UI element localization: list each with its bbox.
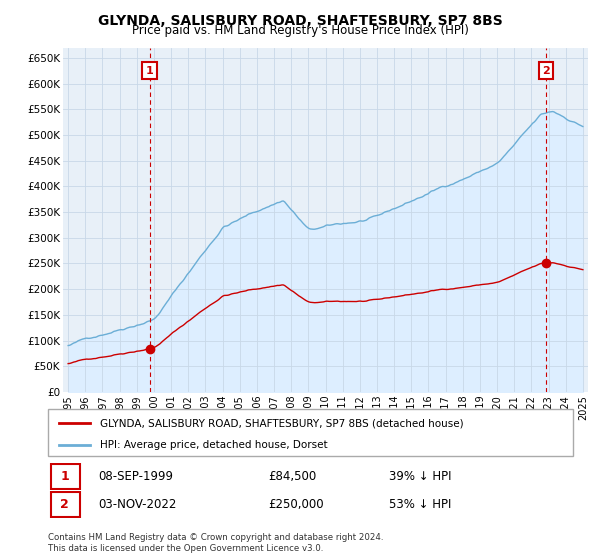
Text: GLYNDA, SALISBURY ROAD, SHAFTESBURY, SP7 8BS: GLYNDA, SALISBURY ROAD, SHAFTESBURY, SP7… (98, 14, 502, 28)
Text: GLYNDA, SALISBURY ROAD, SHAFTESBURY, SP7 8BS (detached house): GLYNDA, SALISBURY ROAD, SHAFTESBURY, SP7… (101, 418, 464, 428)
Text: 08-SEP-1999: 08-SEP-1999 (98, 470, 173, 483)
Text: £250,000: £250,000 (269, 498, 324, 511)
Text: £84,500: £84,500 (269, 470, 317, 483)
Text: Price paid vs. HM Land Registry's House Price Index (HPI): Price paid vs. HM Land Registry's House … (131, 24, 469, 36)
Text: 53% ↓ HPI: 53% ↓ HPI (389, 498, 452, 511)
Text: 1: 1 (146, 66, 154, 76)
Text: 1: 1 (61, 470, 69, 483)
FancyBboxPatch shape (50, 492, 79, 517)
Text: HPI: Average price, detached house, Dorset: HPI: Average price, detached house, Dors… (101, 440, 328, 450)
Text: 2: 2 (61, 498, 69, 511)
Text: 03-NOV-2022: 03-NOV-2022 (98, 498, 176, 511)
Text: Contains HM Land Registry data © Crown copyright and database right 2024.
This d: Contains HM Land Registry data © Crown c… (48, 533, 383, 553)
FancyBboxPatch shape (48, 409, 573, 456)
Text: 2: 2 (542, 66, 550, 76)
Text: 39% ↓ HPI: 39% ↓ HPI (389, 470, 452, 483)
FancyBboxPatch shape (50, 464, 79, 489)
